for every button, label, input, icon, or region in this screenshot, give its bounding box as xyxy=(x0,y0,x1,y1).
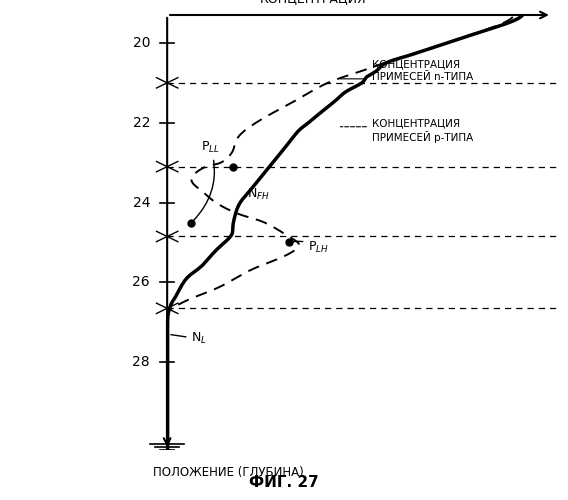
Text: P$_{LH}$: P$_{LH}$ xyxy=(291,240,329,254)
Text: ФИГ. 27: ФИГ. 27 xyxy=(249,475,319,490)
Text: N$_{FH}$: N$_{FH}$ xyxy=(248,186,270,202)
Text: ПОЛОЖЕНИЕ (ГЛУБИНА): ПОЛОЖЕНИЕ (ГЛУБИНА) xyxy=(153,466,303,479)
Text: 22: 22 xyxy=(132,116,150,130)
Text: КОНЦЕНТРАЦИЯ: КОНЦЕНТРАЦИЯ xyxy=(260,0,366,5)
Text: P$_{LL}$: P$_{LL}$ xyxy=(194,140,220,220)
Text: 26: 26 xyxy=(132,276,150,289)
Text: 20: 20 xyxy=(132,36,150,50)
Text: КОНЦЕНТРАЦИЯ
ПРИМЕСЕЙ р-ТИПА: КОНЦЕНТРАЦИЯ ПРИМЕСЕЙ р-ТИПА xyxy=(371,118,473,143)
Text: 24: 24 xyxy=(132,196,150,209)
Text: N$_{L}$: N$_{L}$ xyxy=(171,331,207,346)
Text: КОНЦЕНТРАЦИЯ
ПРИМЕСЕЙ n-ТИПА: КОНЦЕНТРАЦИЯ ПРИМЕСЕЙ n-ТИПА xyxy=(371,60,473,82)
Text: 28: 28 xyxy=(132,355,150,369)
